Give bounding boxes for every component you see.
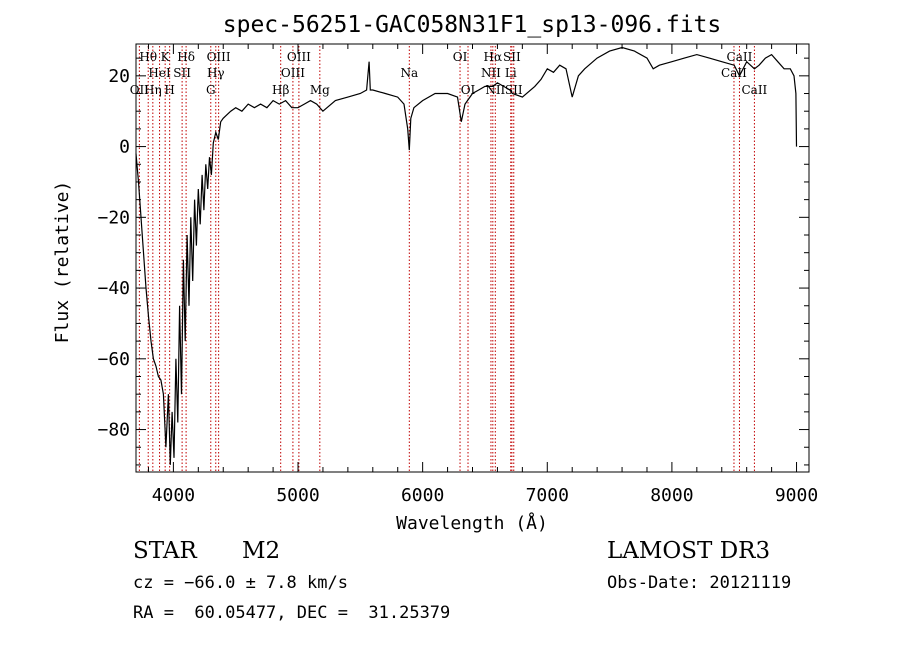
y-tick-label: 20 — [108, 66, 130, 87]
x-tick-label: 4000 — [152, 485, 195, 506]
spectrum-line — [135, 46, 798, 465]
y-tick-label: −40 — [97, 278, 130, 299]
x-tick-label: 9000 — [775, 485, 818, 506]
line-marker-label: Li — [505, 66, 517, 80]
chart-title: spec-56251-GAC058N31F1_sp13-096.fits — [223, 12, 722, 38]
survey-name: LAMOST DR3 — [607, 538, 771, 564]
line-marker-label: OIII — [207, 50, 231, 64]
line-marker-label: Na — [400, 66, 418, 80]
y-axis-label: Flux (relative) — [52, 181, 73, 344]
line-marker-label: Hθ — [139, 50, 157, 64]
line-marker-label: SII — [503, 50, 521, 64]
line-marker-label: OI — [453, 50, 468, 64]
line-marker-label: Hγ — [207, 66, 225, 80]
line-marker-label: CaII — [721, 66, 747, 80]
line-marker-label: HeI — [148, 66, 171, 80]
x-tick-label: 7000 — [526, 485, 569, 506]
line-marker-label: Hα — [484, 50, 503, 64]
x-tick-label: 5000 — [276, 485, 319, 506]
line-marker-label: NII — [481, 66, 501, 80]
line-marker-label: Mg — [310, 83, 330, 97]
line-marker-label: SII — [505, 83, 523, 97]
x-tick-label: 6000 — [401, 485, 444, 506]
coordinates: RA = 60.05477, DEC = 31.25379 — [133, 603, 451, 623]
line-marker-label: CaII — [741, 83, 767, 97]
line-marker-label: CaII — [727, 50, 753, 64]
line-marker-label: Hδ — [177, 50, 195, 64]
object-class: STAR — [133, 538, 197, 564]
y-tick-label: −20 — [97, 207, 130, 228]
y-tick-label: −80 — [97, 420, 130, 441]
obs-date: Obs-Date: 20121119 — [607, 573, 792, 593]
x-tick-labels: 4000 5000 6000 7000 8000 9000 — [152, 485, 819, 506]
y-tick-label: 0 — [119, 137, 130, 158]
line-marker-label: Hβ — [272, 83, 289, 97]
y-tick-labels: −80 −60 −40 −20 0 20 — [97, 66, 130, 441]
object-subclass: M2 — [242, 538, 281, 564]
line-marker-label: Hη — [144, 83, 162, 97]
line-marker-label: H — [164, 83, 174, 97]
line-marker-label: K — [161, 50, 171, 64]
axis-ticks — [136, 44, 809, 472]
line-marker-label: OII — [130, 83, 150, 97]
line-marker-labels: OII Hθ Hη HeI K H SII Hδ G Hγ OIII Hβ OIII OIII Mg Na OI… — [130, 50, 768, 97]
x-axis-label: Wavelength (Å) — [396, 512, 548, 534]
velocity-readout: cz = −66.0 ± 7.8 km/s — [133, 573, 348, 593]
x-tick-label: 8000 — [650, 485, 693, 506]
y-tick-label: −60 — [97, 349, 130, 370]
line-marker-label: G — [206, 83, 216, 97]
line-marker-label: SII — [173, 66, 191, 80]
line-marker-label: OIII — [281, 66, 305, 80]
line-marker-label: OI — [461, 83, 476, 97]
line-marker-label: OIII — [287, 50, 311, 64]
